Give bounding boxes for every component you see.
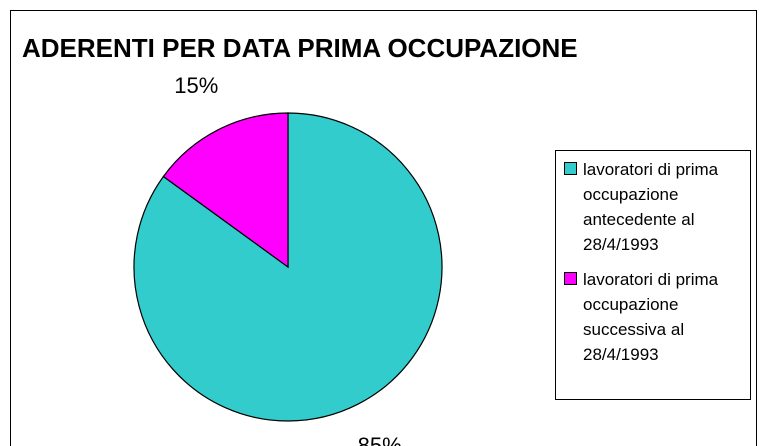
legend-swatch	[564, 162, 577, 175]
legend-item: lavoratori di prima occupazione successi…	[564, 267, 746, 367]
pie-slice	[162, 112, 289, 269]
legend-item: lavoratori di prima occupazione antecede…	[564, 157, 746, 257]
legend-label: lavoratori di prima occupazione antecede…	[583, 160, 719, 254]
legend-label: lavoratori di prima occupazione successi…	[583, 270, 719, 364]
data-label: 15%	[174, 73, 218, 98]
legend-swatch	[564, 272, 577, 285]
chart-title: ADERENTI PER DATA PRIMA OCCUPAZIONE	[22, 33, 578, 63]
legend: lavoratori di prima occupazione antecede…	[555, 150, 751, 400]
data-label: 85%	[358, 433, 402, 446]
